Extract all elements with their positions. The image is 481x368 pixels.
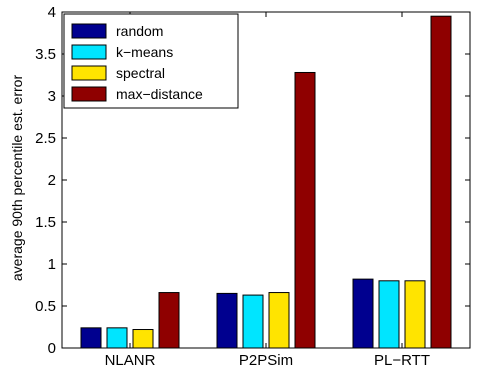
bar-k-means-P2PSim <box>242 294 264 349</box>
x-tick-label: NLANR <box>105 352 156 368</box>
legend-swatch <box>71 65 107 81</box>
y-axis-title: average 90th percentile est. error <box>9 75 25 282</box>
y-axis-ticks: 0 0.5 1 1.5 2 2.5 3 3.5 4 <box>35 4 470 357</box>
bar-spectral-PL-RTT <box>404 280 426 349</box>
y-tick-label: 4 <box>48 4 56 21</box>
bar-k-means-NLANR <box>106 327 128 349</box>
legend-label: spectral <box>116 65 165 81</box>
bar-max-distance-P2PSim <box>294 71 316 349</box>
y-axis-title-group: average 90th percentile est. error <box>9 75 25 282</box>
y-tick-label: 2.5 <box>35 130 56 147</box>
y-tick-label: 1 <box>48 256 56 273</box>
bar-max-distance-PL-RTT <box>430 15 452 349</box>
bar-k-means-PL-RTT <box>378 280 400 349</box>
legend-swatch <box>71 86 107 102</box>
legend: random k−means spectral max−distance <box>63 13 239 109</box>
legend-swatch <box>71 23 107 39</box>
legend-label: random <box>116 23 163 39</box>
bar-max-distance-NLANR <box>158 292 180 349</box>
x-axis-ticks: NLANR P2PSim PL−RTT <box>105 12 430 368</box>
bar-spectral-P2PSim <box>268 292 290 349</box>
bar-random-P2PSim <box>216 292 238 349</box>
bar-spectral-NLANR <box>132 329 154 349</box>
legend-label: k−means <box>116 44 173 60</box>
y-tick-label: 0.5 <box>35 298 56 315</box>
y-tick-label: 3.5 <box>35 46 56 63</box>
y-tick-label: 0 <box>48 340 56 357</box>
y-tick-label: 3 <box>48 88 56 105</box>
legend-label: max−distance <box>116 86 203 102</box>
bars-group <box>80 15 452 349</box>
bar-random-PL-RTT <box>352 278 374 349</box>
legend-swatch <box>71 44 107 60</box>
x-tick-label: P2PSim <box>239 352 293 368</box>
x-tick-label: PL−RTT <box>374 352 430 368</box>
bar-random-NLANR <box>80 327 102 349</box>
y-tick-label: 2 <box>48 172 56 189</box>
y-tick-label: 1.5 <box>35 214 56 231</box>
